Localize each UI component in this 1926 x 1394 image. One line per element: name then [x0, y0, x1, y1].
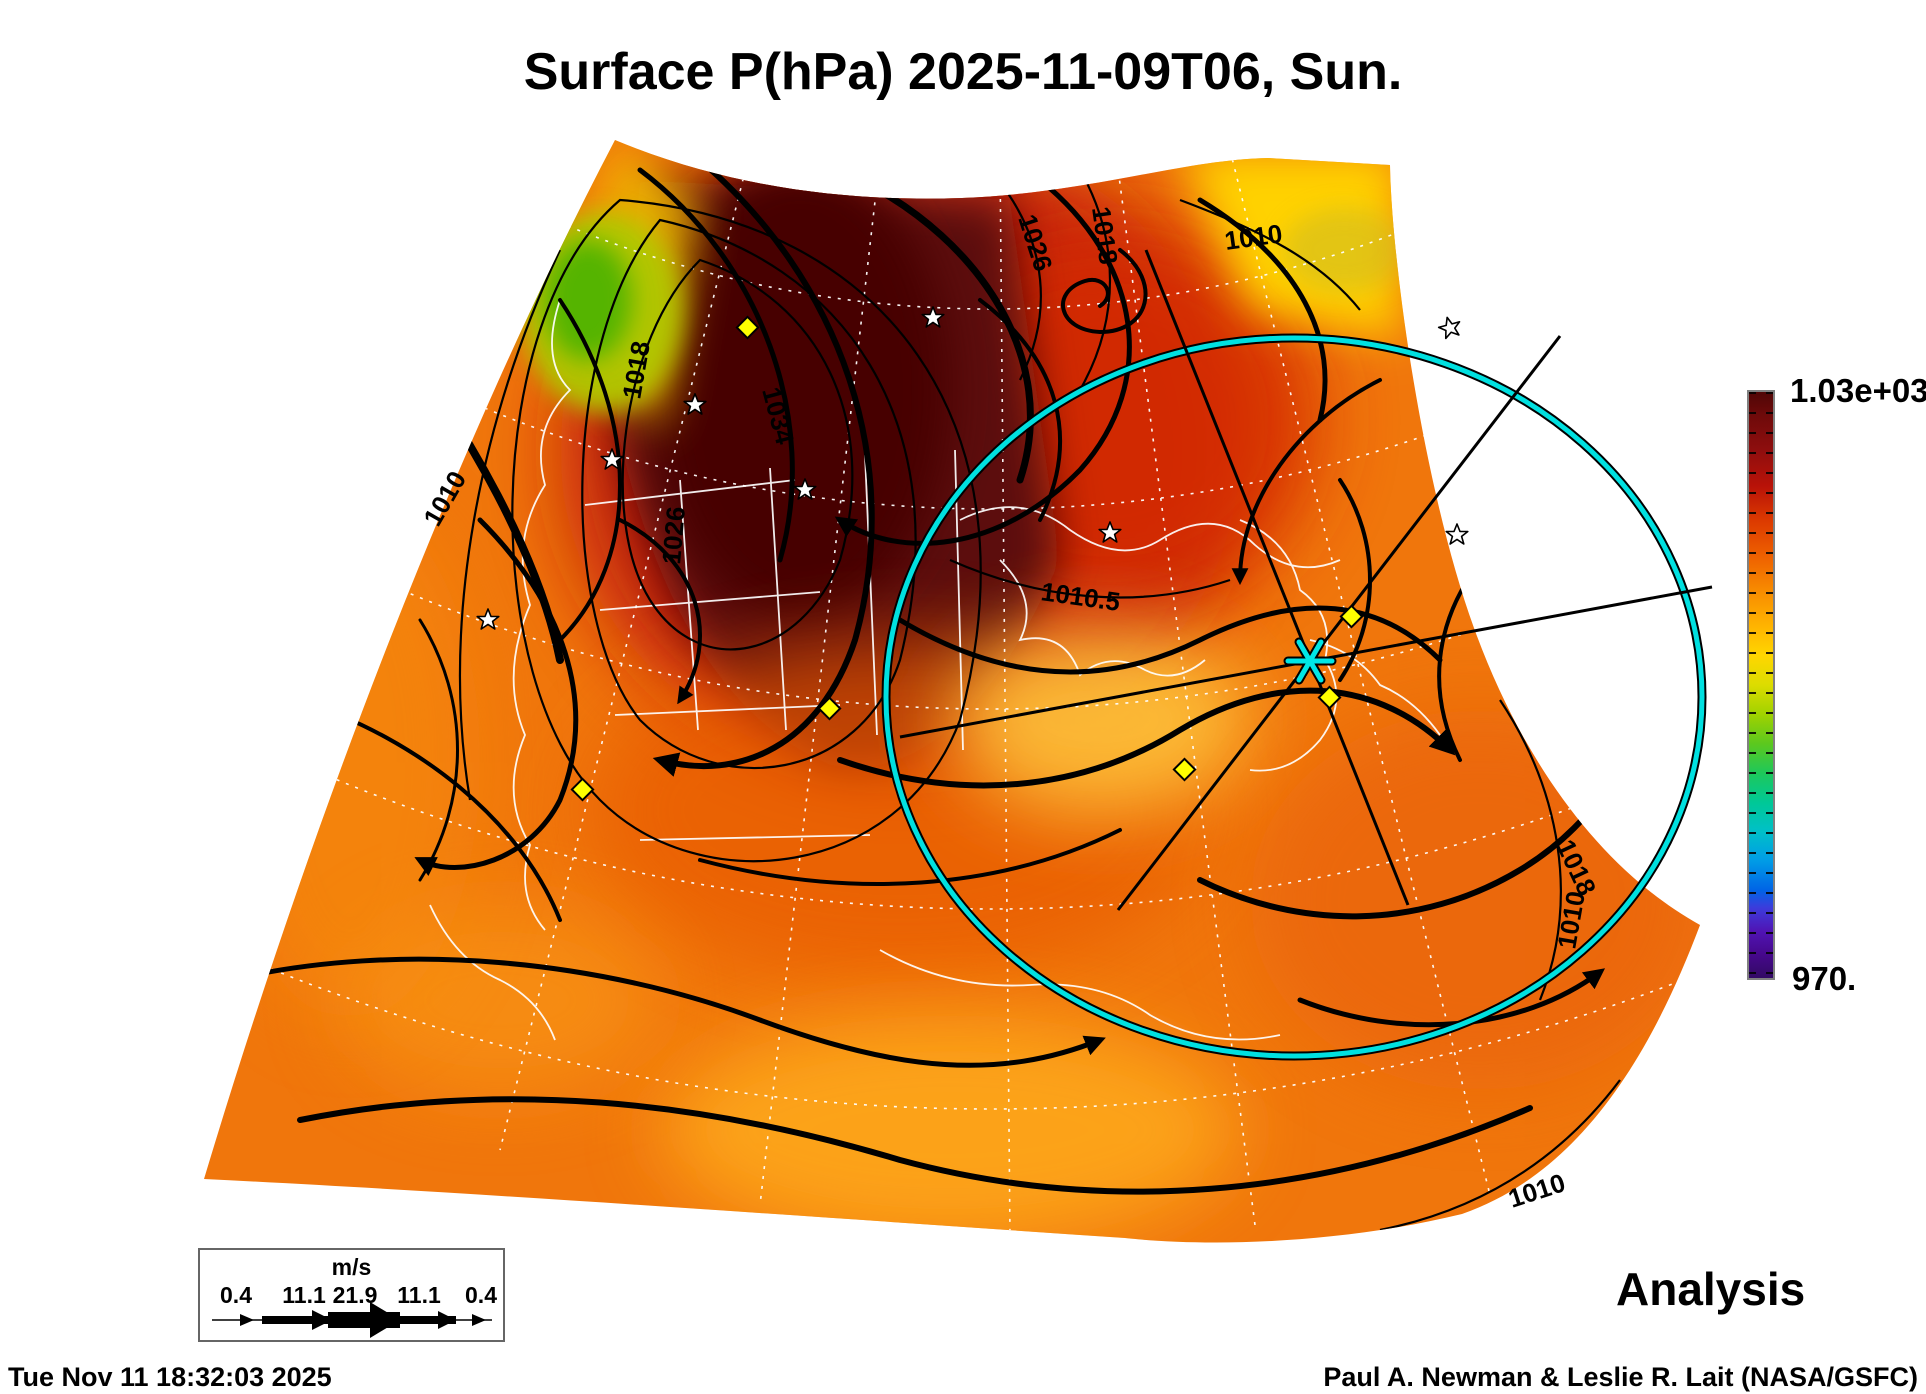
credit-line: Paul A. Newman & Leslie R. Lait (NASA/GS…: [1323, 1362, 1918, 1392]
colorbar-min-label: 970.: [1792, 960, 1857, 997]
wind-legend-value: 0.4: [465, 1282, 497, 1308]
isobar-contours: [458, 159, 1621, 1232]
wind-legend-value: 11.1: [282, 1282, 326, 1308]
wind-legend-arrow-scale: [212, 1302, 492, 1338]
wind-legend-value: 0.4: [220, 1282, 252, 1308]
wind-streamlines: [227, 157, 1645, 1195]
pressure-fill-field: [204, 140, 1700, 1243]
generation-timestamp: Tue Nov 11 18:32:03 2025: [8, 1362, 332, 1392]
city-star-markers: [476, 306, 1469, 630]
isobar-labels: 1010 1018 1034 1026 1026 1018 1010 1010.…: [417, 205, 1602, 1214]
page-title: Surface P(hPa) 2025-11-09T06, Sun.: [523, 43, 1403, 101]
colorbar: [1747, 390, 1775, 980]
wind-legend-unit: m/s: [331, 1254, 372, 1280]
isobar-label: 1026: [656, 505, 691, 565]
wind-legend-value: 11.1: [397, 1282, 441, 1308]
analysis-label: Analysis: [1616, 1263, 1806, 1315]
colorbar-ticks-left: [1749, 392, 1756, 978]
wind-speed-legend: m/s 0.4 11.1 21.9 11.1 0.4: [198, 1248, 505, 1342]
station-star-icon: [1283, 637, 1337, 685]
wind-legend-value: 21.9: [332, 1282, 378, 1308]
station-range-circle: [881, 333, 1707, 1061]
outline-star-icon: [1437, 316, 1461, 340]
colorbar-ticks-right: [1766, 392, 1773, 978]
diamond-markers: [570, 315, 1364, 802]
colorbar-max-label: 1.03e+03: [1790, 372, 1926, 409]
